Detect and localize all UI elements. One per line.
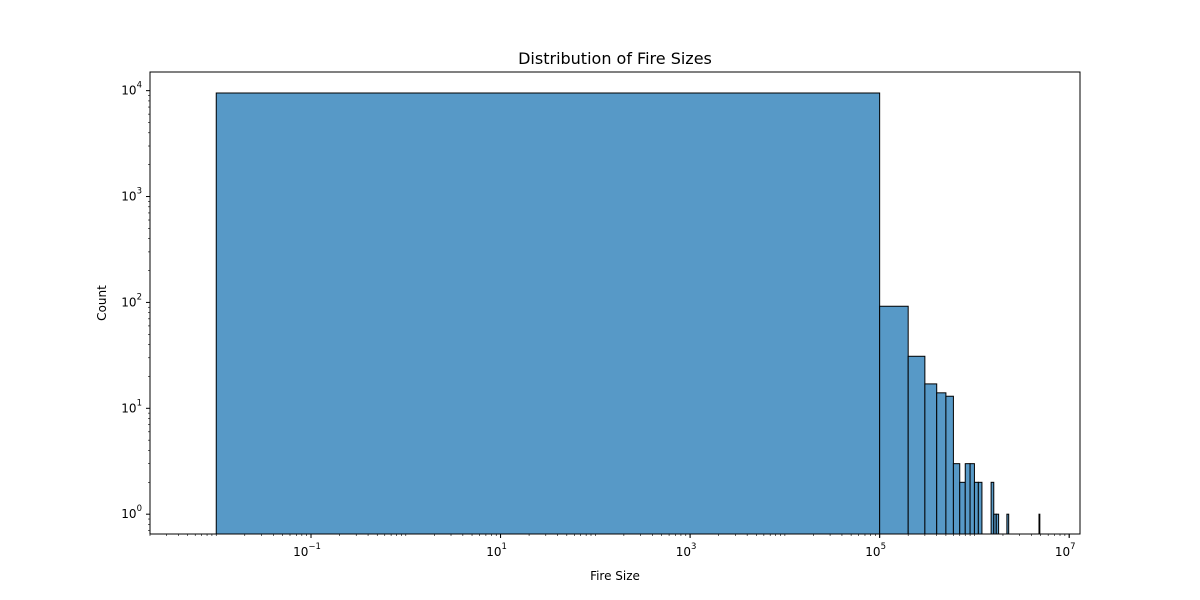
y-axis-ticks: 100 101 102 103 104	[121, 81, 150, 531]
histogram-bar	[1038, 513, 1041, 535]
histogram-bars	[215, 92, 1041, 535]
histogram-bar	[879, 305, 909, 535]
histogram-bar	[964, 463, 971, 535]
x-axis-label: Fire Size	[590, 569, 640, 583]
x-tick-label: 101	[486, 542, 507, 559]
x-tick-label: 103	[676, 542, 697, 559]
chart-title: Distribution of Fire Sizes	[518, 49, 712, 68]
histogram-bar	[924, 383, 938, 535]
histogram-bar	[215, 92, 881, 535]
y-tick-label: 100	[121, 504, 142, 521]
histogram-bar	[959, 481, 966, 535]
histogram-bar	[936, 392, 947, 535]
plot-frame	[149, 71, 1081, 535]
x-tick-label: 10−1	[293, 542, 321, 559]
histogram-bar	[945, 395, 954, 535]
histogram-bar	[907, 355, 926, 535]
y-tick-label: 104	[121, 81, 142, 98]
y-tick-label: 103	[121, 187, 142, 204]
histogram-bar	[973, 481, 979, 535]
y-tick-label: 101	[121, 398, 142, 415]
x-tick-label: 105	[865, 542, 886, 559]
x-tick-label: 107	[1055, 542, 1076, 559]
y-tick-label: 102	[121, 292, 142, 309]
y-axis-label: Count	[95, 285, 109, 321]
histogram-bar	[1006, 513, 1010, 535]
histogram-bar	[952, 463, 961, 535]
x-axis-ticks: 10−1 101 103 105 107	[149, 534, 1076, 559]
histogram-bar	[969, 463, 975, 535]
histogram-bar	[995, 513, 1000, 535]
histogram-bar	[977, 481, 983, 535]
